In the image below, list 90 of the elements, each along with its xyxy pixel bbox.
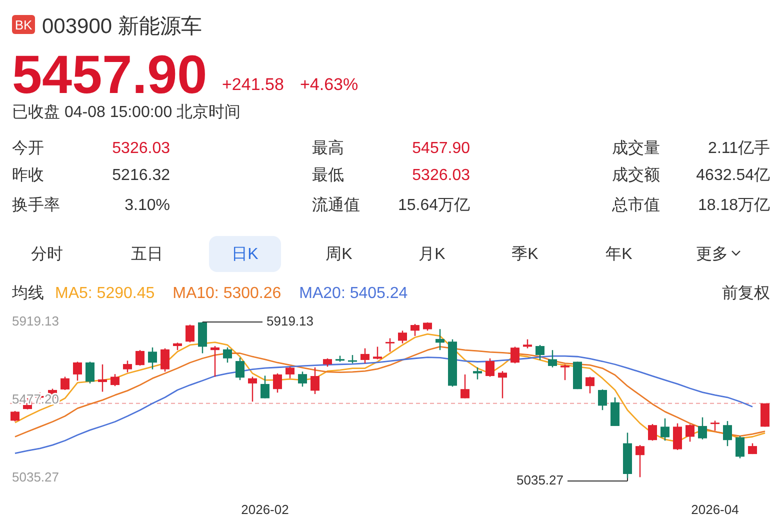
candlestick: [373, 346, 382, 360]
text: +241.58: [222, 75, 284, 94]
text: 5326.03: [412, 167, 470, 184]
candlestick: [560, 364, 570, 381]
candlestick: [248, 376, 257, 402]
candlestick: [460, 374, 470, 399]
candlestick: [286, 366, 294, 379]
text: 周K: [326, 246, 353, 263]
text: 季K: [512, 245, 539, 263]
text: 日K: [232, 246, 259, 263]
candlestick: [148, 346, 157, 370]
candlestick: [123, 360, 132, 373]
candlestick: [736, 435, 744, 459]
text: +4.63%: [300, 75, 358, 94]
text: 18.18万亿: [698, 197, 770, 214]
candlestick: [698, 416, 707, 440]
candlestick: [648, 423, 657, 442]
text: MA10: 5300.26: [172, 285, 282, 302]
candlestick: [536, 344, 544, 361]
candlestick: [398, 330, 407, 344]
text: 总市值: [611, 196, 660, 214]
text: 003900 新能源车: [42, 15, 202, 38]
text: 昨收: [12, 167, 44, 184]
candlestick: [510, 346, 520, 364]
candlestick: [160, 348, 170, 372]
annotation: 5919.13: [266, 313, 314, 328]
candlestick: [360, 348, 370, 364]
text: 4632.54亿: [696, 167, 770, 184]
text: 更多: [696, 245, 728, 263]
candlestick: [673, 422, 682, 451]
candlestick: [310, 366, 320, 395]
candlestick: [598, 388, 607, 411]
candlestick: [236, 357, 244, 381]
text: MA20: 5405.24: [299, 285, 408, 302]
candlestick: [410, 323, 420, 337]
text: 流通值: [312, 196, 360, 214]
text: 15.64万亿: [398, 197, 470, 214]
candlestick: [636, 444, 644, 478]
text: 5457.90: [412, 140, 470, 157]
candlestick: [523, 338, 532, 349]
text: 前复权: [722, 284, 770, 302]
y-tick-label: 5919.13: [12, 313, 59, 328]
candlestick: [386, 338, 394, 352]
text: 成交量: [612, 139, 660, 157]
y-tick-label: 5035.27: [12, 469, 59, 484]
candlestick: [586, 376, 594, 394]
text: 月K: [418, 246, 446, 263]
x-tick-label: 2026-02: [241, 502, 289, 517]
text: 2.11亿手: [708, 139, 770, 157]
text: 今开: [12, 140, 44, 157]
text: 成交额: [612, 166, 660, 184]
text: 分时: [31, 245, 63, 263]
candlestick: [686, 424, 694, 442]
candlestick: [610, 396, 620, 427]
candlestick: [436, 328, 444, 351]
candlestick: [86, 361, 94, 384]
candlestick: [98, 364, 107, 392]
text: 年K: [606, 246, 633, 263]
candlestick: [723, 420, 732, 447]
candlestick: [548, 349, 557, 368]
legend-title: 均线: [11, 284, 44, 302]
candlestick: [273, 372, 282, 394]
text: 已收盘 04-08 15:00:00 北京时间: [12, 103, 241, 121]
text: 五日: [131, 246, 163, 263]
candlestick: [73, 361, 82, 382]
candlestick: [486, 358, 494, 378]
candlestick: [210, 345, 220, 378]
candlestick: [10, 410, 20, 422]
candlestick: [110, 373, 120, 387]
text: 5457.90: [12, 45, 208, 105]
candlestick: [186, 324, 194, 343]
text: 5216.32: [112, 167, 170, 184]
text: 5326.03: [112, 140, 170, 157]
x-tick-label: 2026-04: [691, 502, 739, 517]
text: MA5: 5290.45: [55, 285, 155, 302]
text: 最高: [312, 139, 344, 157]
text: 最低: [312, 167, 344, 184]
annotation: 5035.27: [516, 472, 564, 488]
candlestick: [710, 420, 720, 432]
text: 换手率: [12, 196, 60, 214]
line-series: [14, 355, 754, 454]
candlestick: [473, 366, 482, 380]
candlestick: [660, 418, 670, 442]
candlestick: [298, 371, 307, 388]
candlestick: [260, 375, 270, 399]
candlestick: [136, 349, 144, 366]
text: 3.10%: [124, 197, 170, 214]
candlestick: [223, 346, 232, 364]
candlestick: [498, 370, 507, 399]
candlestick: [60, 376, 70, 391]
